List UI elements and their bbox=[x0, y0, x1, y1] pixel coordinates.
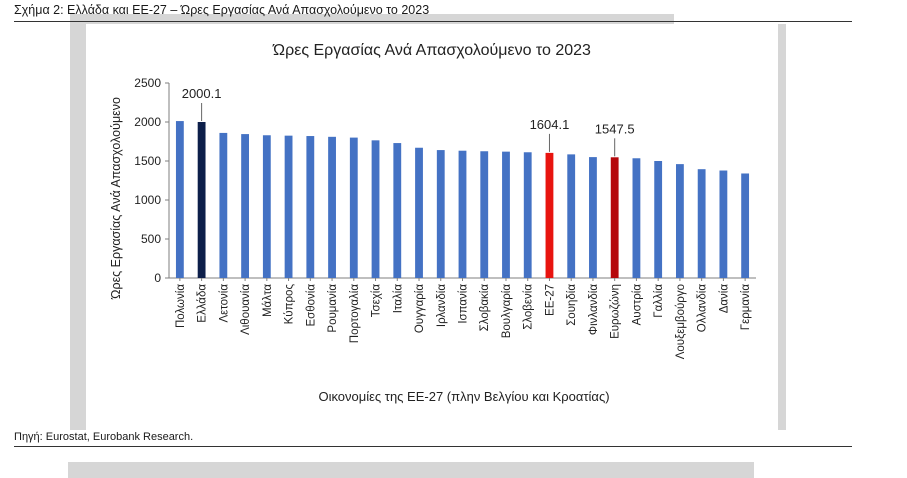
x-tick-label: Ολλανδία bbox=[697, 284, 709, 333]
x-tick-label: Τσεχία bbox=[371, 284, 383, 318]
bar bbox=[175, 121, 184, 279]
x-tick-label: Κύπρος bbox=[284, 284, 296, 325]
figure-caption: Σχήμα 2: Ελλάδα και ΕΕ-27 – Ώρες Εργασία… bbox=[14, 3, 430, 17]
x-tick-label: Ελλάδα bbox=[197, 284, 209, 323]
x-tick-label: Λιθουανία bbox=[240, 284, 252, 335]
y-tick-label: 1500 bbox=[134, 154, 161, 168]
source-rule bbox=[14, 446, 852, 447]
x-tick-label: Αυστρία bbox=[631, 284, 643, 326]
chart-title: Ώρες Εργασίας Ανά Απασχολούμενο το 2023 bbox=[272, 42, 591, 59]
bar bbox=[675, 164, 684, 278]
x-tick-label: Πορτογαλία bbox=[349, 284, 361, 344]
data-label: 1604.1 bbox=[530, 117, 570, 132]
bar bbox=[458, 150, 467, 278]
bar bbox=[349, 137, 358, 278]
y-axis-label: Ώρες Εργασίας Ανά Απασχολούμενο bbox=[109, 97, 123, 300]
data-label: 1547.5 bbox=[595, 121, 635, 136]
x-tick-label: Λετονία bbox=[218, 284, 230, 323]
x-tick-label: Ρουμανία bbox=[327, 284, 339, 333]
chart-panel: Ώρες Εργασίας Ανά Απασχολούμενο το 2023 … bbox=[86, 24, 778, 430]
bar bbox=[697, 169, 706, 278]
bar bbox=[545, 152, 554, 278]
bar bbox=[393, 143, 402, 278]
x-tick-label: Σλοβενία bbox=[523, 284, 535, 330]
bar bbox=[197, 121, 206, 278]
x-tick-label: Φινλανδία bbox=[588, 284, 600, 335]
x-tick-label: Ιρλανδία bbox=[436, 284, 448, 327]
bar bbox=[436, 150, 445, 278]
bar bbox=[415, 147, 423, 278]
y-tick-label: 2000 bbox=[134, 115, 161, 129]
bar bbox=[480, 151, 489, 278]
x-tick-label: Μάλτα bbox=[262, 284, 274, 317]
bar bbox=[219, 132, 228, 278]
y-tick-label: 500 bbox=[141, 232, 161, 246]
y-tick-label: 1000 bbox=[134, 193, 161, 207]
background-block-right bbox=[778, 24, 786, 430]
bar bbox=[654, 161, 663, 278]
x-tick-label: Βουλγαρία bbox=[501, 284, 513, 339]
bar-chart: Ώρες Εργασίας Ανά Απασχολούμενο το 2023 … bbox=[109, 42, 756, 404]
x-axis-label: Οικονομίες της ΕΕ-27 (πλην Βελγίου και Κ… bbox=[318, 389, 609, 404]
bar bbox=[719, 170, 728, 278]
x-tick-label: Ευρωζώνη bbox=[610, 284, 622, 339]
background-block-left bbox=[70, 24, 86, 430]
plot-area: 0 500 1000 1500 2000 2500 Πολωνία Ελλάδα Λετονία… bbox=[134, 76, 756, 359]
x-tick-label: Εσθονία bbox=[305, 284, 317, 327]
data-label: 2000.1 bbox=[182, 86, 222, 101]
caption-rule bbox=[14, 21, 852, 22]
bar bbox=[523, 152, 532, 278]
x-tick-label: Γερμανία bbox=[740, 284, 752, 331]
x-tick-label: Σλοβακία bbox=[479, 284, 491, 332]
bar bbox=[741, 173, 750, 278]
bar bbox=[567, 154, 576, 278]
x-tick-label: Πολωνία bbox=[175, 284, 187, 328]
bar bbox=[328, 136, 336, 278]
bar bbox=[306, 136, 315, 278]
x-tick-label: Ισπανία bbox=[458, 284, 470, 324]
bar bbox=[284, 135, 293, 278]
y-tick-label: 0 bbox=[154, 271, 161, 285]
x-tick-label: Ουγγαρία bbox=[414, 284, 426, 333]
background-block-top bbox=[70, 14, 674, 24]
x-tick-label: Σουηδία bbox=[566, 284, 578, 326]
background-block-bottom bbox=[68, 462, 754, 478]
bar bbox=[502, 151, 510, 278]
bar bbox=[262, 135, 271, 278]
bar bbox=[241, 134, 250, 278]
y-tick-label: 2500 bbox=[134, 76, 161, 90]
x-tick-label: ΕΕ-27 bbox=[544, 284, 556, 316]
bar bbox=[589, 157, 597, 278]
bar bbox=[371, 140, 380, 278]
bar bbox=[610, 157, 619, 278]
x-tick-label: Δανία bbox=[718, 284, 730, 314]
source-note: Πηγή: Eurostat, Eurobank Research. bbox=[14, 431, 194, 443]
x-tick-label: Ιταλία bbox=[392, 284, 404, 314]
x-tick-label: Λουξεμβούργο bbox=[675, 284, 687, 359]
x-tick-label: Γαλλία bbox=[653, 284, 665, 318]
bar bbox=[632, 158, 641, 278]
